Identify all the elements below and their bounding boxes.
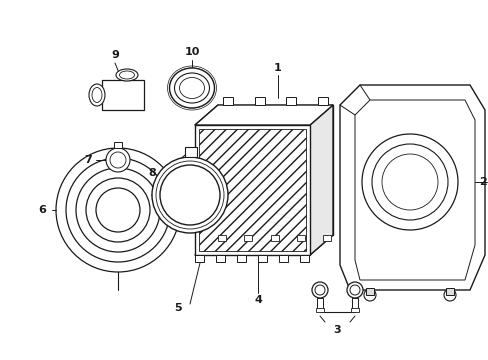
Bar <box>222 109 328 231</box>
Bar <box>286 97 296 105</box>
Circle shape <box>106 148 130 172</box>
Bar <box>218 105 332 235</box>
Bar <box>199 129 305 251</box>
Bar <box>218 235 225 241</box>
Bar <box>323 235 330 241</box>
Ellipse shape <box>169 68 214 108</box>
Circle shape <box>152 157 227 233</box>
Bar <box>296 235 304 241</box>
Circle shape <box>66 158 170 262</box>
Ellipse shape <box>116 69 138 81</box>
Circle shape <box>361 134 457 230</box>
Bar <box>223 97 232 105</box>
Ellipse shape <box>119 71 134 79</box>
Bar <box>102 80 143 110</box>
Bar <box>279 255 287 262</box>
Text: 3: 3 <box>332 325 340 335</box>
Bar <box>351 298 357 310</box>
Bar <box>195 125 309 255</box>
Polygon shape <box>354 100 474 280</box>
Text: 6: 6 <box>38 205 46 215</box>
Circle shape <box>363 289 375 301</box>
Text: 10: 10 <box>184 47 199 57</box>
Text: 4: 4 <box>254 295 262 305</box>
Bar <box>195 255 203 262</box>
Circle shape <box>56 148 180 272</box>
Circle shape <box>156 161 224 229</box>
Ellipse shape <box>179 77 204 99</box>
Polygon shape <box>195 105 332 125</box>
Circle shape <box>346 282 362 298</box>
Bar <box>237 255 245 262</box>
Circle shape <box>314 285 325 295</box>
Circle shape <box>349 285 359 295</box>
Circle shape <box>381 154 437 210</box>
Circle shape <box>96 188 140 232</box>
Ellipse shape <box>174 73 209 103</box>
Bar <box>445 288 453 295</box>
Bar <box>315 308 324 312</box>
Circle shape <box>76 168 160 252</box>
Bar <box>244 235 252 241</box>
Polygon shape <box>339 85 484 290</box>
Ellipse shape <box>92 87 102 103</box>
Bar <box>365 288 373 295</box>
Text: 7: 7 <box>84 155 92 165</box>
Bar <box>350 308 358 312</box>
Bar <box>270 235 278 241</box>
Bar <box>258 255 266 262</box>
Bar <box>316 298 323 310</box>
Text: 8: 8 <box>148 168 156 178</box>
Circle shape <box>86 178 150 242</box>
Bar <box>317 97 327 105</box>
Bar <box>299 255 308 262</box>
Polygon shape <box>309 105 332 255</box>
Circle shape <box>371 144 447 220</box>
Bar <box>114 142 122 148</box>
Text: 5: 5 <box>174 303 182 313</box>
Circle shape <box>443 289 455 301</box>
Circle shape <box>311 282 327 298</box>
Circle shape <box>160 165 220 225</box>
Bar <box>184 147 197 157</box>
Ellipse shape <box>89 84 105 106</box>
Text: 9: 9 <box>111 50 119 60</box>
Text: 2: 2 <box>478 177 486 187</box>
Bar <box>254 97 264 105</box>
Bar <box>216 255 224 262</box>
Circle shape <box>110 152 126 168</box>
Text: 1: 1 <box>274 63 281 73</box>
